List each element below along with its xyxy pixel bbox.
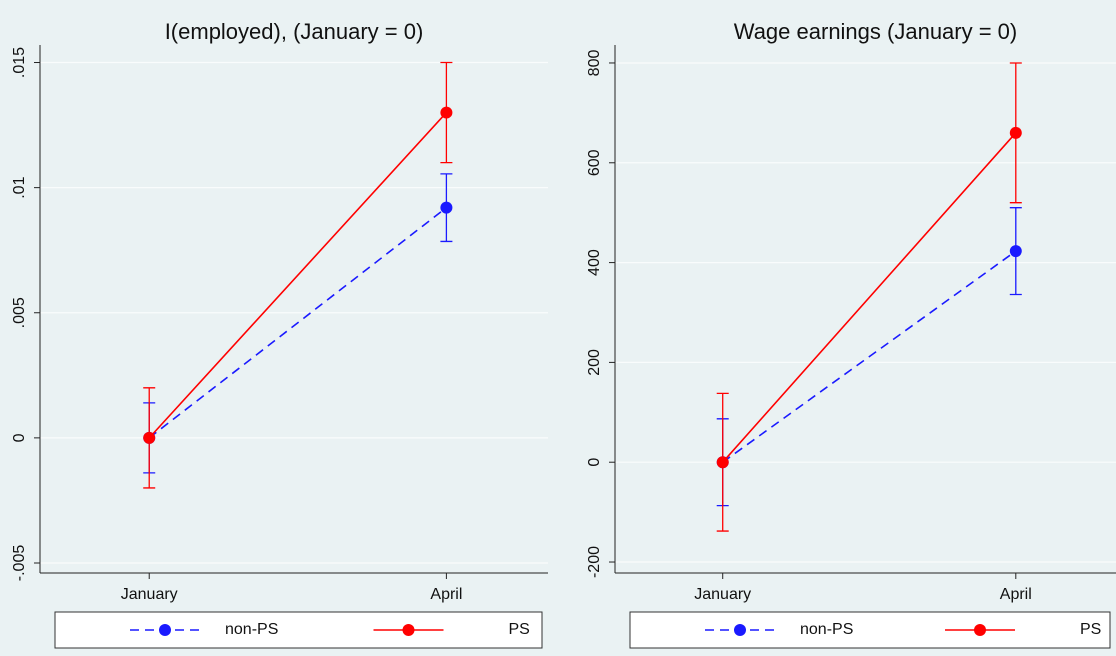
legend-marker [734, 624, 746, 636]
series-line [722, 250, 1017, 463]
y-tick-label: .01 [11, 176, 28, 198]
series-line [722, 132, 1017, 463]
x-tick-label: January [121, 586, 178, 603]
legend-marker [974, 624, 986, 636]
marker [1009, 245, 1022, 258]
y-tick-label: 0 [11, 433, 28, 442]
legend [54, 611, 543, 649]
marker [440, 201, 453, 214]
series-line [148, 112, 447, 439]
y-tick-label: .005 [11, 297, 28, 328]
legend-label: PS [1080, 621, 1101, 638]
marker [143, 431, 156, 444]
y-tick-label: -.005 [11, 545, 28, 582]
x-tick-label: April [1000, 586, 1032, 603]
chart-title: I(employed), (January = 0) [165, 19, 424, 44]
marker [440, 106, 453, 119]
legend-label: PS [509, 621, 530, 638]
y-tick-label: -200 [586, 546, 603, 578]
legend-marker [402, 624, 415, 636]
y-tick-label: 600 [586, 149, 603, 176]
y-tick-label: .015 [11, 47, 28, 78]
y-tick-label: 400 [586, 249, 603, 276]
marker [716, 456, 729, 469]
y-tick-label: 800 [586, 50, 603, 77]
chart-title: Wage earnings (January = 0) [734, 19, 1018, 44]
legend-label: non-PS [225, 621, 278, 638]
marker [1009, 126, 1022, 139]
series-line [148, 207, 447, 439]
legend-marker [159, 624, 171, 636]
x-tick-label: January [694, 586, 751, 603]
y-tick-label: 0 [586, 458, 603, 467]
legend [629, 611, 1111, 649]
legend-label: non-PS [800, 621, 853, 638]
y-tick-label: 200 [586, 349, 603, 376]
x-tick-label: April [430, 586, 462, 603]
